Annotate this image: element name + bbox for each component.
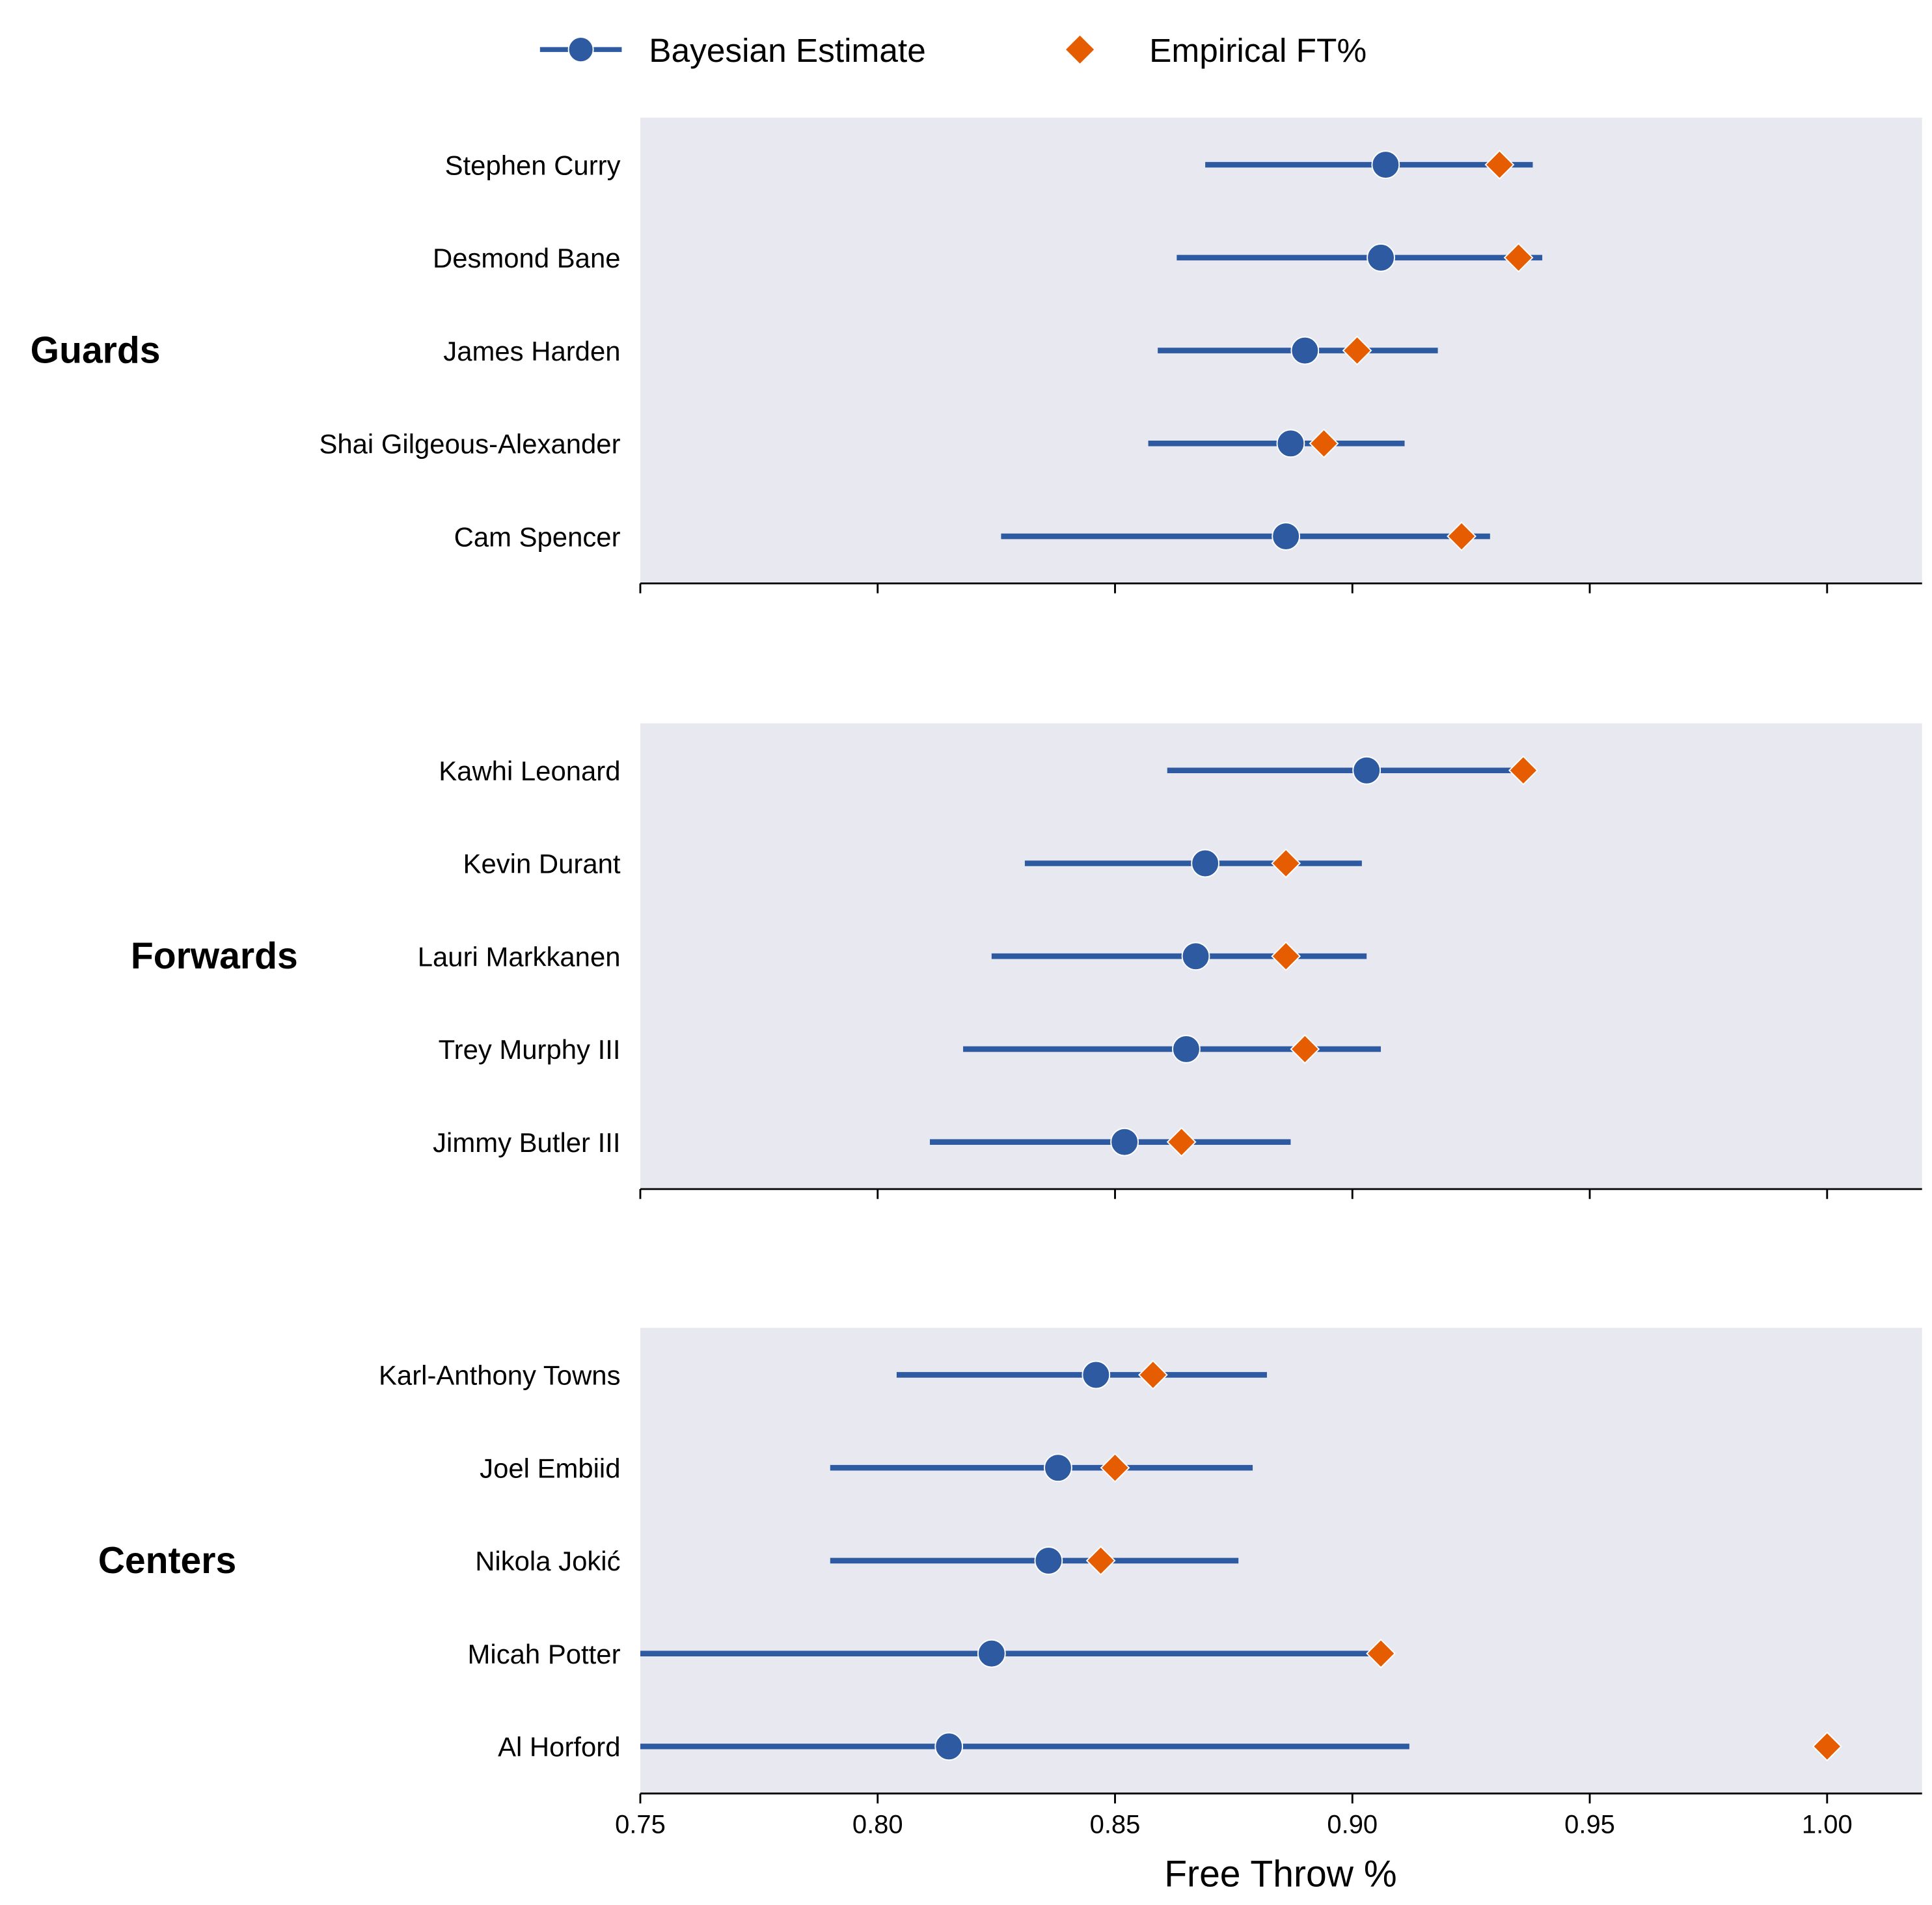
player-label: Al Horford — [498, 1732, 620, 1762]
player-row — [896, 1360, 1267, 1390]
bayesian-estimate-point — [1191, 849, 1220, 878]
empirical-ft-point — [1812, 1731, 1842, 1762]
player-label: Cam Spencer — [454, 521, 621, 552]
legend-bayesian-marker — [567, 36, 594, 63]
bayesian-estimate-point — [1110, 1127, 1139, 1157]
x-tick-label: 1.00 — [1802, 1811, 1853, 1839]
player-label: Stephen Curry — [445, 150, 621, 180]
bayesian-estimate-point — [1352, 756, 1381, 785]
bayesian-estimate-point — [1082, 1360, 1111, 1390]
player-row — [1167, 756, 1523, 785]
empirical-ft-point — [1447, 521, 1476, 551]
player-row — [830, 1453, 1253, 1483]
bayesian-estimate-point — [1172, 1035, 1201, 1063]
x-axis-label: Free Throw % — [1164, 1853, 1396, 1895]
player-label: Shai Gilgeous-Alexander — [319, 429, 620, 459]
empirical-ft-point — [1166, 1127, 1197, 1157]
player-row — [1148, 429, 1405, 458]
player-row — [1024, 849, 1362, 878]
bayesian-estimate-point — [1276, 429, 1305, 458]
player-row — [1001, 522, 1490, 551]
panel-guards: Stephen Curry Desmond Bane James Harden Sha… — [31, 117, 1922, 594]
bayesian-estimate-point — [1034, 1546, 1063, 1575]
player-row — [991, 942, 1367, 971]
player-row — [929, 1127, 1291, 1157]
legend: Bayesian Estimate Empirical FT% — [539, 31, 1367, 69]
bayesian-estimate-point — [934, 1732, 964, 1761]
empirical-ft-point — [1508, 755, 1538, 786]
x-tick-label: 0.75 — [615, 1811, 666, 1839]
empirical-ft-point — [1309, 428, 1339, 459]
empirical-ft-point — [1137, 1360, 1168, 1390]
player-label: Lauri Markkanen — [418, 941, 621, 972]
player-label: Kevin Durant — [463, 849, 621, 879]
panel-forwards: Kawhi Leonard Kevin Durant Lauri Markkanen… — [131, 723, 1922, 1199]
player-row — [1177, 243, 1543, 272]
panel-centers: 0.75 0.80 0.85 0.90 0.95 1.00 Karl-Anthony Tow… — [98, 1328, 1922, 1839]
legend-empirical-marker — [1066, 35, 1095, 64]
legend-empirical-label: Empirical FT% — [1149, 31, 1367, 69]
empirical-ft-point — [1484, 150, 1515, 180]
player-label: Trey Murphy III — [439, 1034, 621, 1065]
empirical-ft-point — [1271, 941, 1301, 972]
player-row — [1158, 336, 1438, 365]
legend-bayesian-label: Bayesian Estimate — [649, 31, 925, 69]
x-tick-label: 0.80 — [852, 1811, 903, 1839]
bayesian-estimate-point — [977, 1639, 1006, 1668]
empirical-ft-point — [1100, 1453, 1130, 1483]
player-row — [640, 1639, 1381, 1668]
player-label: Micah Potter — [468, 1639, 621, 1669]
player-row — [830, 1546, 1239, 1575]
empirical-ft-point — [1271, 848, 1301, 879]
bayesian-estimate-point — [1272, 522, 1301, 551]
player-label: Kawhi Leonard — [439, 756, 620, 786]
bayesian-estimate-point — [1044, 1453, 1072, 1483]
bayesian-estimate-point — [1371, 150, 1400, 180]
player-row — [1205, 150, 1533, 180]
empirical-ft-point — [1342, 335, 1372, 366]
group-label: Forwards — [131, 935, 298, 977]
group-label: Guards — [31, 330, 161, 372]
player-label: Karl-Anthony Towns — [379, 1360, 621, 1391]
player-label: James Harden — [443, 336, 620, 366]
x-tick-label: 0.85 — [1090, 1811, 1141, 1839]
bayesian-estimate-point — [1290, 336, 1320, 365]
bayesian-estimate-point — [1181, 942, 1210, 971]
x-tick-label: 0.95 — [1564, 1811, 1615, 1839]
group-label: Centers — [98, 1540, 237, 1582]
player-label: Joel Embiid — [480, 1453, 620, 1483]
player-row — [640, 1732, 1409, 1761]
x-tick-label: 0.90 — [1327, 1811, 1378, 1839]
player-label: Desmond Bane — [433, 243, 621, 273]
player-label: Nikola Jokić — [475, 1546, 620, 1576]
empirical-ft-point — [1290, 1034, 1320, 1064]
bayesian-estimate-point — [1367, 243, 1395, 272]
player-label: Jimmy Butler III — [433, 1127, 620, 1158]
empirical-ft-point — [1366, 1638, 1396, 1669]
empirical-ft-point — [1503, 242, 1534, 273]
empirical-ft-point — [1085, 1546, 1116, 1576]
